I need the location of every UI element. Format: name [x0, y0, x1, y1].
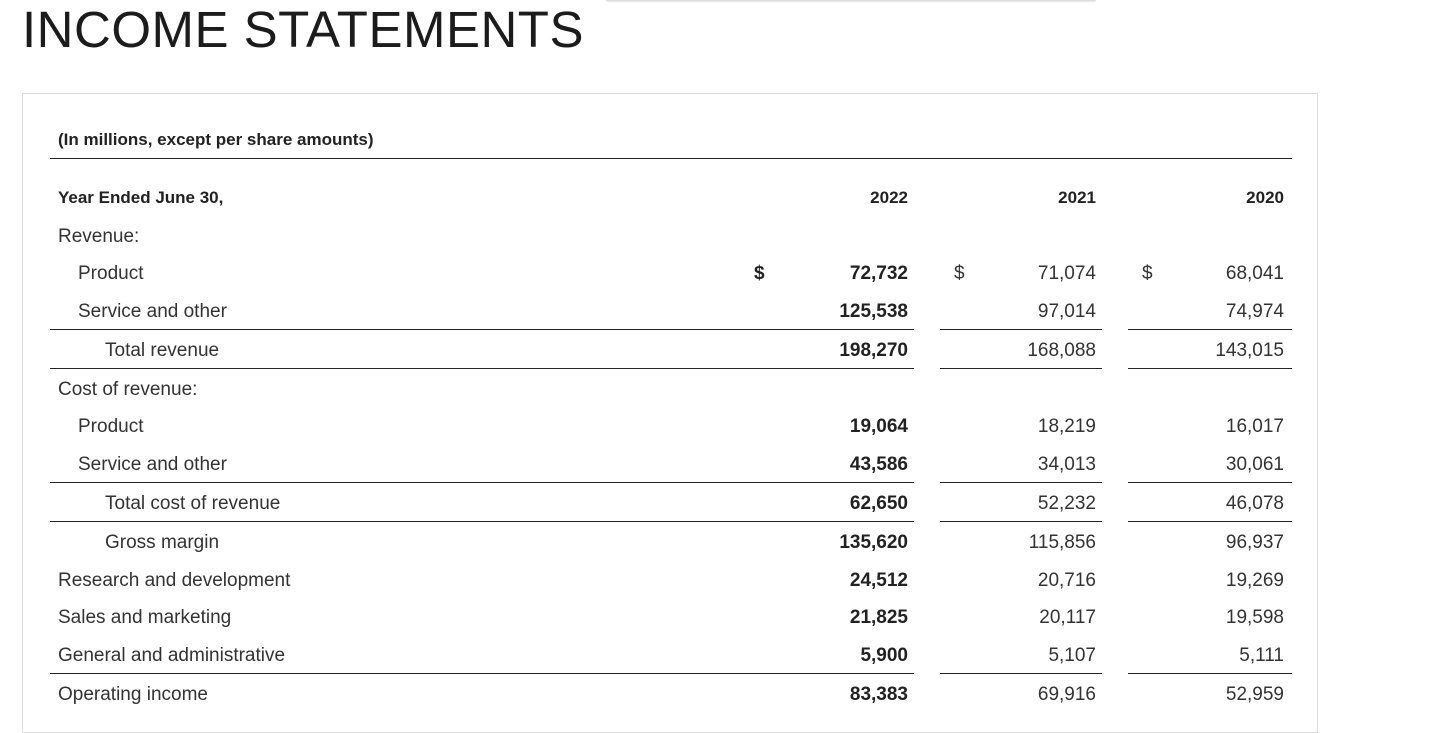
table-caption: (In millions, except per share amounts)	[58, 130, 374, 149]
divider	[1128, 329, 1292, 330]
row-label: Service and other	[78, 454, 227, 475]
value-2021: 69,916	[1037, 684, 1096, 705]
row-label: Gross margin	[105, 532, 220, 553]
currency-symbol: $	[954, 263, 965, 284]
value-2020: 74,974	[1225, 301, 1284, 322]
year-2020: 2020	[1246, 188, 1284, 207]
value-2020: 5,111	[1239, 645, 1284, 666]
divider	[940, 368, 1102, 369]
value-2020: 68,041	[1225, 263, 1284, 284]
row-label: General and administrative	[58, 645, 286, 666]
value-2021: 115,856	[1028, 532, 1096, 553]
page-title: INCOME STATEMENTS	[22, 1, 584, 58]
row-label: Total cost of revenue	[105, 493, 281, 514]
value-2021: 52,232	[1037, 493, 1096, 514]
value-2021: 20,716	[1037, 570, 1096, 591]
divider	[50, 673, 914, 674]
value-2022: 72,732	[849, 263, 908, 284]
currency-symbol: $	[1142, 263, 1153, 284]
divider	[1128, 368, 1292, 369]
value-2020: 19,598	[1225, 607, 1284, 628]
top-shadow	[606, 0, 1096, 3]
value-2020: 143,015	[1215, 340, 1284, 361]
value-2022: 135,620	[839, 532, 908, 553]
value-2021: 18,219	[1037, 416, 1096, 437]
value-2022: 43,586	[849, 454, 908, 475]
row-label: Sales and marketing	[58, 607, 232, 628]
row-label: Service and other	[78, 301, 227, 322]
value-2022: 62,650	[849, 493, 908, 514]
header-label: Year Ended June 30,	[58, 188, 224, 207]
divider	[940, 329, 1102, 330]
value-2021: 97,014	[1037, 301, 1096, 322]
divider	[50, 482, 914, 483]
divider	[50, 329, 914, 330]
row-label: Total revenue	[105, 340, 220, 361]
value-2021: 71,074	[1037, 263, 1096, 284]
value-2021: 5,107	[1048, 645, 1096, 666]
value-2020: 16,017	[1225, 416, 1284, 437]
year-2022: 2022	[870, 188, 908, 207]
value-2022: 198,270	[839, 340, 908, 361]
value-2020: 19,269	[1225, 570, 1284, 591]
value-2021: 34,013	[1037, 454, 1096, 475]
row-label: Research and development	[58, 570, 291, 591]
value-2022: 83,383	[849, 684, 908, 705]
row-label: Product	[78, 416, 144, 437]
value-2021: 168,088	[1027, 340, 1096, 361]
value-2022: 125,538	[839, 301, 908, 322]
value-2022: 19,064	[849, 416, 908, 437]
value-2021: 20,117	[1039, 607, 1096, 628]
value-2020: 52,959	[1225, 684, 1284, 705]
divider	[940, 482, 1102, 483]
value-2020: 96,937	[1225, 532, 1284, 553]
divider	[50, 368, 914, 369]
value-2022: 21,825	[849, 607, 908, 628]
divider	[50, 521, 914, 522]
row-label: Product	[78, 263, 144, 284]
divider	[940, 673, 1102, 674]
value-2020: 46,078	[1225, 493, 1284, 514]
row-label: Operating income	[58, 684, 208, 705]
currency-symbol: $	[754, 263, 765, 284]
section-label: Revenue:	[58, 226, 140, 247]
income-statement-table: (In millions, except per share amounts) …	[22, 93, 1318, 733]
divider	[1128, 673, 1292, 674]
divider	[50, 158, 1292, 159]
divider	[1128, 482, 1292, 483]
divider	[1128, 521, 1292, 522]
section-label: Cost of revenue:	[58, 379, 198, 400]
value-2020: 30,061	[1225, 454, 1284, 475]
year-2021: 2021	[1058, 188, 1096, 207]
value-2022: 5,900	[860, 645, 908, 666]
divider	[940, 521, 1102, 522]
value-2022: 24,512	[849, 570, 908, 591]
